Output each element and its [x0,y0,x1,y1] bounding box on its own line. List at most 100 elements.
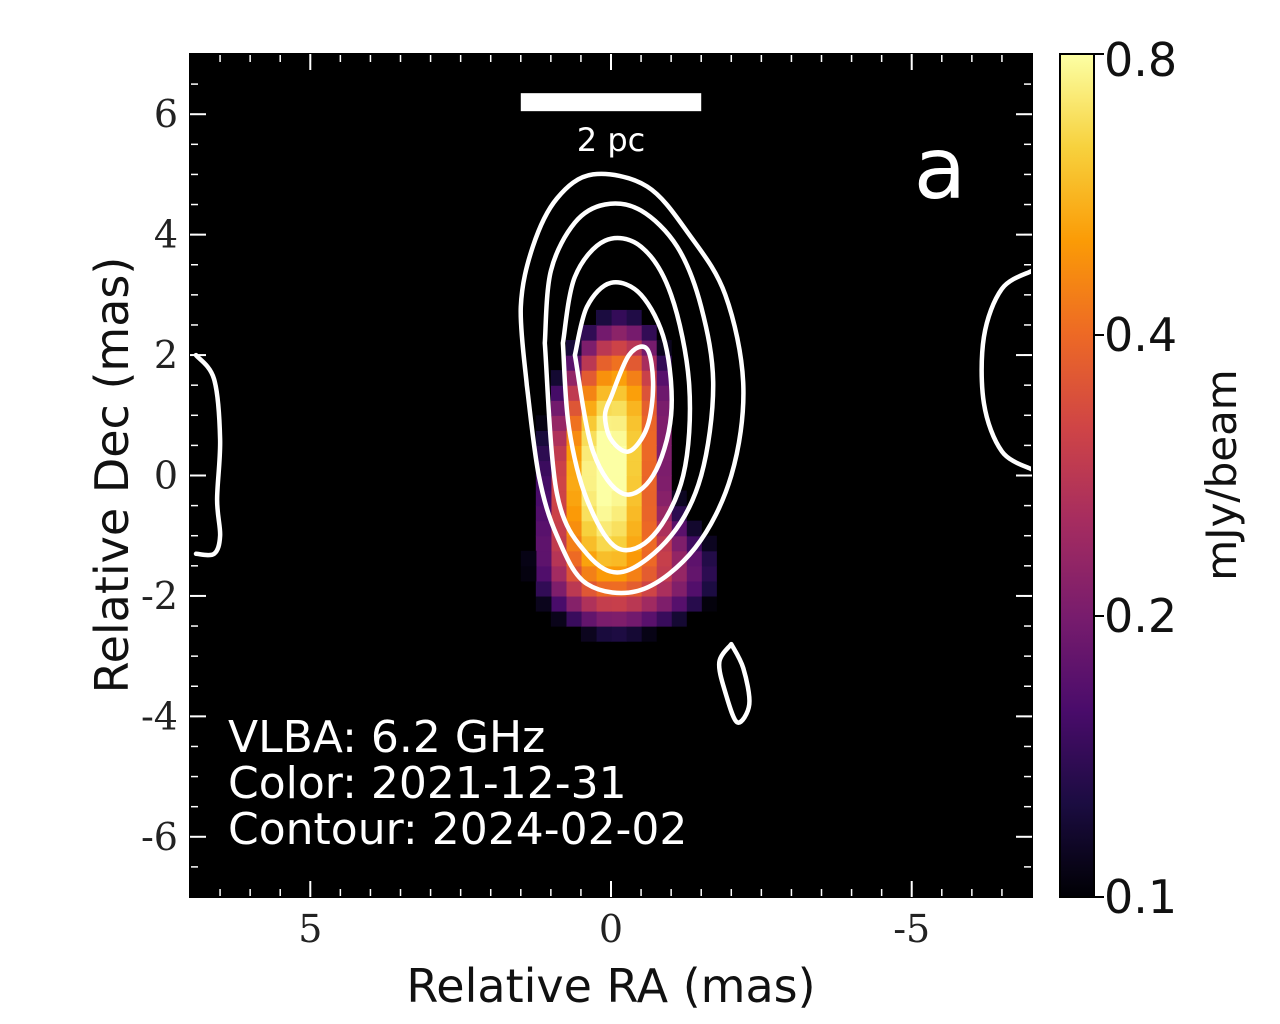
heatmap-pixel [535,550,552,567]
heatmap-pixel [565,400,582,416]
heatmap-pixel [686,595,702,612]
heatmap-pixel [701,565,717,582]
contour-line-2 [542,201,716,575]
colorbar-label: mJy/beam [1197,369,1246,580]
heatmap-pixel [701,580,717,597]
heatmap-pixel [611,595,627,612]
heatmap-pixel [565,385,582,401]
heatmap-pixel [535,535,552,552]
heatmap-pixel [595,610,612,627]
heatmap-pixel [550,565,567,582]
heatmap-pixel [535,580,552,597]
y-axis-label: Relative Dec (mas) [85,257,139,694]
heatmap-pixel [580,324,597,341]
heatmap-pixel [565,595,582,612]
heatmap-pixel [580,340,597,356]
heatmap-pixel [595,355,612,371]
heatmap-pixel [656,490,672,507]
heatmap-pixel [611,400,627,416]
heatmap-pixel [550,430,567,446]
heatmap-pixel [626,520,642,537]
heatmap-pixel [535,565,552,582]
heatmap-pixel [626,415,642,431]
heatmap-pixel [580,520,597,537]
x-tick-label: 5 [298,907,322,951]
heatmap-pixel [671,535,687,552]
heatmap-pixel [550,445,567,462]
contour-line-7 [193,352,223,558]
heatmap-pixel [641,535,657,552]
heatmap-pixel [535,445,552,462]
heatmap-pixel [701,535,717,552]
heatmap-pixel [535,520,552,537]
colorbar: 0.8 0.4 0.2 0.1 mJy/beam [1059,33,1246,924]
y-tick-label: 0 [154,454,178,498]
contour-line-3 [560,235,693,553]
heatmap-pixel [580,626,597,642]
heatmap-pixel [611,550,627,567]
heatmap-pixel [641,490,657,507]
colorbar-tick-label: 0.4 [1104,308,1177,362]
heatmap-pixel [701,550,717,567]
heatmap-pixel [580,355,597,371]
heatmap-pixel [611,626,627,642]
heatmap-pixel [611,309,627,326]
heatmap-pixel [641,520,657,537]
contour-layer [193,171,1032,725]
heatmap-pixel [686,565,702,582]
heatmap-pixel [656,385,672,401]
panel-label: a [914,119,967,219]
heatmap-pixel [565,490,582,507]
heatmap-pixel [611,460,627,477]
colorbar-tick-label: 0.1 [1104,870,1177,924]
heatmap-pixel [520,565,537,582]
heatmap-pixel [626,400,642,416]
heatmap-pixel [580,610,597,627]
heatmap-pixel [626,460,642,477]
heatmap-pixel [580,370,597,386]
scale-bar [520,93,702,112]
heatmap-pixel [641,324,657,341]
colorbar-tick-label: 0.8 [1104,33,1177,87]
contour-line-8 [979,268,1032,472]
heatmap-pixel [626,309,642,326]
contour-line-4 [572,280,674,497]
heatmap-pixel [611,415,627,431]
heatmap-pixel [611,520,627,537]
heatmap-pixel [580,385,597,401]
contour-line-5 [602,344,656,454]
heatmap-pixel [641,610,657,627]
heatmap-pixel [686,580,702,597]
heatmap-pixel [626,550,642,567]
heatmap-pixel [550,580,567,597]
heatmap-pixel [595,445,612,462]
contour-line-1 [518,171,746,596]
heatmap-pixel [565,475,582,492]
heatmap-pixel [626,595,642,612]
heatmap-pixel [580,535,597,552]
heatmap-pixel [641,445,657,462]
plot-area [189,53,1033,898]
heatmap-pixel [626,324,642,341]
heatmap-pixel [595,626,612,642]
heatmap-pixel [595,490,612,507]
heatmap-pixel [656,400,672,416]
heatmap-pixel [611,324,627,341]
y-tick-label: -4 [141,694,178,738]
heatmap-pixel [565,580,582,597]
heatmap-pixel [595,505,612,522]
heatmap-pixel [641,626,657,642]
heatmap-pixel [550,415,567,431]
heatmap-pixel [595,595,612,612]
colorbar-gradient [1059,53,1095,898]
y-tick-label: -6 [141,815,178,859]
heatmap-pixel [656,550,672,567]
heatmap-pixel [580,460,597,477]
heatmap-pixel [595,385,612,401]
heatmap-pixel [520,550,537,567]
heatmap-pixel [656,610,672,627]
heatmap-pixel [595,370,612,386]
x-tick-label: 0 [599,907,623,951]
x-axis-label: Relative RA (mas) [406,959,815,1013]
